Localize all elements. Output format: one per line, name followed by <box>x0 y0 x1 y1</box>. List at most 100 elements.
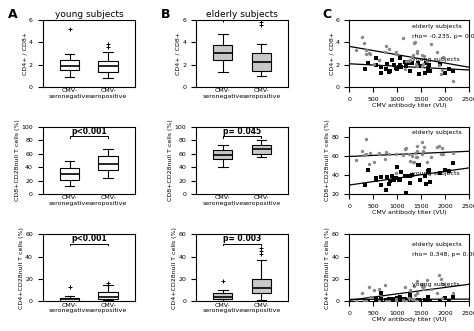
Point <box>438 277 445 282</box>
X-axis label: CMV antibody titer (VU): CMV antibody titer (VU) <box>372 317 447 322</box>
Point <box>399 35 407 40</box>
Point <box>410 40 418 45</box>
Point <box>424 168 432 173</box>
Point <box>361 183 368 188</box>
Point <box>450 151 457 156</box>
Point <box>416 64 424 69</box>
Point <box>364 298 372 303</box>
Point <box>425 167 433 172</box>
Point <box>375 151 383 156</box>
Point <box>373 175 380 181</box>
Y-axis label: CD4+CD28null T cells (%): CD4+CD28null T cells (%) <box>325 227 330 308</box>
Point <box>446 67 453 72</box>
Point <box>408 298 416 303</box>
PathPatch shape <box>60 298 79 301</box>
Text: young subjects: young subjects <box>411 57 459 62</box>
Point <box>372 297 380 302</box>
Point <box>392 151 400 156</box>
Point <box>402 64 410 69</box>
Point <box>434 49 441 55</box>
Text: young subjects: young subjects <box>411 282 459 287</box>
PathPatch shape <box>213 45 232 60</box>
Point <box>413 63 421 69</box>
X-axis label: CMV antibody titer (VU): CMV antibody titer (VU) <box>372 210 447 215</box>
Point <box>424 294 432 300</box>
Text: A: A <box>8 8 17 21</box>
Point <box>381 282 389 287</box>
Point <box>420 53 428 59</box>
Point <box>385 151 392 156</box>
Point <box>397 296 405 301</box>
Point <box>386 179 393 184</box>
Point <box>390 297 397 303</box>
Point <box>377 182 384 188</box>
Point <box>419 148 427 153</box>
Point <box>425 295 432 300</box>
Point <box>385 299 392 304</box>
PathPatch shape <box>213 293 232 299</box>
Point <box>366 150 374 155</box>
Point <box>411 292 419 297</box>
Point <box>352 299 359 304</box>
PathPatch shape <box>252 279 271 293</box>
Point <box>383 297 391 303</box>
Point <box>408 296 416 301</box>
Point <box>364 60 372 66</box>
Text: p<0.001: p<0.001 <box>71 127 107 136</box>
Point <box>418 53 426 58</box>
Point <box>402 298 410 303</box>
Point <box>397 55 404 60</box>
Point <box>401 285 409 290</box>
Y-axis label: CD4+ / CD8+: CD4+ / CD8+ <box>329 32 334 75</box>
Point <box>385 297 392 302</box>
Point <box>411 150 419 155</box>
Point <box>427 286 435 292</box>
Point <box>420 145 428 150</box>
Point <box>388 297 396 302</box>
Point <box>418 152 425 157</box>
Y-axis label: CD8+CD28null T cells (%): CD8+CD28null T cells (%) <box>325 120 330 201</box>
Point <box>446 299 453 304</box>
Point <box>396 296 403 301</box>
Point <box>372 178 380 183</box>
Point <box>426 179 434 184</box>
Point <box>402 191 410 196</box>
Point <box>392 50 400 55</box>
Point <box>392 175 400 181</box>
Point <box>414 297 421 302</box>
Y-axis label: CD4+CD28null T cells (%): CD4+CD28null T cells (%) <box>172 227 177 308</box>
Point <box>362 152 369 157</box>
Point <box>414 163 421 168</box>
Point <box>402 145 410 151</box>
Point <box>363 136 370 141</box>
Point <box>413 149 421 154</box>
Title: elderly subjects: elderly subjects <box>206 10 278 19</box>
Text: elderly subjects: elderly subjects <box>411 242 461 247</box>
Point <box>413 154 421 160</box>
Point <box>381 157 389 162</box>
Point <box>434 291 441 296</box>
Point <box>383 188 390 193</box>
Point <box>406 295 414 300</box>
Point <box>411 39 419 45</box>
Point <box>385 46 392 51</box>
Point <box>410 159 418 165</box>
Point <box>413 299 421 304</box>
Point <box>413 143 421 149</box>
Point <box>383 174 391 180</box>
Point <box>365 50 373 56</box>
Point <box>441 71 448 76</box>
Point <box>402 58 410 63</box>
Point <box>435 143 443 149</box>
Point <box>401 296 409 302</box>
Point <box>424 68 432 73</box>
Point <box>422 181 429 187</box>
Point <box>388 174 396 179</box>
Point <box>399 297 407 302</box>
Point <box>413 50 421 56</box>
Point <box>396 176 403 182</box>
Point <box>406 287 414 292</box>
Point <box>410 283 418 289</box>
Point <box>365 284 373 289</box>
Point <box>397 298 404 304</box>
